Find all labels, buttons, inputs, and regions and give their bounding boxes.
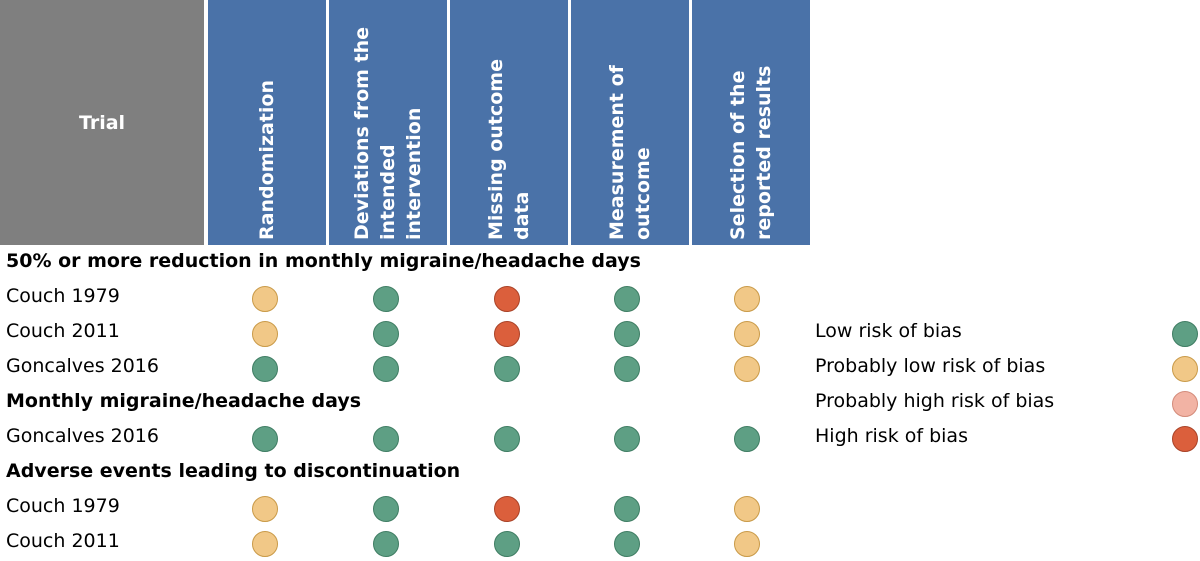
trial-name: Goncalves 2016 <box>6 425 159 447</box>
risk-dot-prob-low <box>252 321 278 347</box>
risk-dot-prob-low <box>252 531 278 557</box>
trial-name: Couch 1979 <box>6 495 120 517</box>
column-header-line: Randomization <box>256 80 278 240</box>
section-title: Monthly migraine/headache days <box>6 390 362 412</box>
risk-dot-low <box>614 531 640 557</box>
column-header-line: Deviations from the <box>351 26 373 240</box>
risk-dot-high <box>494 286 520 312</box>
column-header-line: data <box>511 191 533 240</box>
column-header-line: intervention <box>403 107 425 240</box>
risk-dot-low <box>252 356 278 382</box>
risk-dot-low <box>614 426 640 452</box>
legend-label: Low risk of bias <box>815 320 962 342</box>
legend-dot-low <box>1172 321 1198 347</box>
risk-dot-low <box>373 356 399 382</box>
legend-dot-prob-high <box>1172 391 1198 417</box>
legend-dot-high <box>1172 426 1198 452</box>
legend-dot-prob-low <box>1172 356 1198 382</box>
legend-label: Probably high risk of bias <box>815 390 1055 412</box>
column-header-line: Measurement of <box>606 65 628 240</box>
trial-name: Goncalves 2016 <box>6 355 159 377</box>
legend-label: High risk of bias <box>815 425 968 447</box>
column-header-missing-data: Missing outcome data <box>450 0 568 245</box>
risk-dot-low <box>373 321 399 347</box>
column-header-selection: Selection of the reported results <box>692 0 810 245</box>
risk-dot-low <box>614 286 640 312</box>
risk-dot-prob-low <box>734 286 760 312</box>
trial-header-label: Trial <box>78 111 126 134</box>
risk-dot-low <box>614 356 640 382</box>
risk-dot-low <box>614 496 640 522</box>
risk-dot-low <box>252 426 278 452</box>
risk-dot-low <box>494 531 520 557</box>
risk-dot-low <box>373 286 399 312</box>
risk-dot-low <box>734 426 760 452</box>
section-title: 50% or more reduction in monthly migrain… <box>6 250 641 272</box>
trial-name: Couch 2011 <box>6 530 120 552</box>
legend-label: Probably low risk of bias <box>815 355 1046 377</box>
risk-dot-high <box>494 321 520 347</box>
risk-dot-low <box>614 321 640 347</box>
risk-dot-low <box>373 426 399 452</box>
risk-dot-prob-low <box>252 286 278 312</box>
risk-dot-low <box>373 496 399 522</box>
column-header-measurement: Measurement of outcome <box>571 0 689 245</box>
column-header-line: Selection of the <box>727 70 749 240</box>
risk-dot-prob-low <box>734 356 760 382</box>
section-title: Adverse events leading to discontinuatio… <box>6 460 461 482</box>
column-header-deviations: Deviations from the intended intervention <box>329 0 447 245</box>
column-header-line: reported results <box>753 65 775 240</box>
column-header-line: outcome <box>632 147 654 240</box>
trial-name: Couch 1979 <box>6 285 120 307</box>
trial-column-header: Trial <box>0 0 204 245</box>
risk-dot-prob-low <box>252 496 278 522</box>
risk-dot-prob-low <box>734 531 760 557</box>
risk-dot-high <box>494 496 520 522</box>
column-header-line: Missing outcome <box>485 59 507 240</box>
risk-dot-low <box>373 531 399 557</box>
column-header-line: intended <box>377 144 399 240</box>
risk-dot-prob-low <box>734 321 760 347</box>
column-header-randomization: Randomization <box>208 0 326 245</box>
risk-dot-low <box>494 356 520 382</box>
risk-dot-low <box>494 426 520 452</box>
trial-name: Couch 2011 <box>6 320 120 342</box>
risk-dot-prob-low <box>734 496 760 522</box>
